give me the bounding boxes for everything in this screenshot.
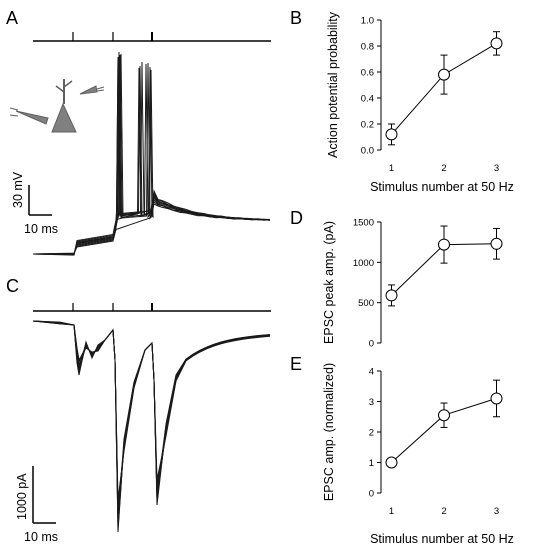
y-tick-label: 1000 [353, 258, 374, 269]
panel-label-e: E [290, 354, 302, 374]
y-tick-label: 1.0 [361, 16, 374, 27]
y-tick-label: 0.6 [361, 68, 374, 79]
panel-label-a: A [6, 8, 18, 28]
x-axis-label: Stimulus number at 50 Hz [370, 532, 514, 546]
data-point [438, 409, 450, 422]
y-tick-label: 500 [358, 298, 374, 309]
voltage-trace-7 [32, 189, 270, 256]
x-tick-label: 2 [441, 506, 446, 517]
x-axis-label: Stimulus number at 50 Hz [370, 180, 514, 194]
current-traces [32, 320, 271, 533]
chart-e: 0 1 2 3 4 1 2 3 EPSC amp. (normalized) Stimulus n… [322, 363, 514, 546]
data-point [490, 237, 503, 250]
scale-label-c-current: 1000 pA [15, 473, 29, 520]
current-trace-2 [32, 320, 271, 511]
current-trace-4 [32, 320, 271, 501]
panel-label-d: D [290, 208, 303, 228]
data-point [385, 289, 398, 302]
data-point [438, 68, 450, 81]
y-tick-label: 0 [369, 339, 374, 350]
voltage-trace-8 [32, 203, 271, 255]
y-tick-label: 4 [369, 367, 374, 378]
y-axis-label: Action potential probability [326, 11, 340, 158]
x-tick-label: 1 [389, 163, 394, 174]
data-point [385, 456, 398, 469]
y-axis-label: EPSC amp. (normalized) [322, 363, 336, 501]
neuron-schematic-icon [9, 79, 105, 133]
current-trace-1 [32, 320, 271, 525]
chart-b: 0.0 0.2 0.4 0.6 0.8 1.0 1 2 3 Action potential pr… [326, 11, 514, 194]
stimulus-bar-a [33, 32, 271, 42]
data-point [438, 238, 450, 251]
y-tick-label: 3 [369, 397, 374, 408]
y-tick-label: 0.0 [361, 146, 374, 157]
y-tick-label: 2 [369, 428, 374, 439]
y-tick-label: 1500 [353, 218, 374, 229]
y-axis-label: EPSC peak amp. (pA) [322, 221, 336, 344]
current-trace-7 [32, 320, 271, 529]
x-tick-label: 2 [441, 163, 446, 174]
y-tick-label: 0.8 [361, 42, 374, 53]
voltage-traces [32, 51, 271, 256]
x-tick-label: 3 [494, 506, 499, 517]
x-tick-label: 3 [494, 163, 499, 174]
scale-bar-c [32, 466, 56, 524]
y-tick-label: 0.2 [361, 120, 374, 131]
panel-label-c: C [6, 276, 19, 296]
data-point [490, 392, 503, 405]
x-tick-label: 1 [389, 506, 394, 517]
y-tick-label: 1 [369, 458, 374, 469]
panel-label-b: B [290, 8, 302, 28]
current-trace-5 [32, 320, 271, 519]
y-tick-label: 0 [369, 489, 374, 500]
panel-c-traces: 1000 pA 10 ms [15, 303, 271, 544]
chart-d: 0 500 1000 1500 EPSC peak amp. (pA) [322, 218, 503, 350]
stimulus-bar-c [33, 303, 271, 312]
scale-bar-a [28, 185, 52, 216]
current-trace-3 [32, 320, 271, 533]
scale-label-a-time: 10 ms [24, 222, 58, 236]
panel-a-traces: 30 mV 10 ms [9, 32, 271, 256]
current-trace-6 [32, 320, 271, 506]
data-point [385, 128, 398, 141]
scale-label-a-voltage: 30 mV [11, 171, 25, 208]
y-tick-label: 0.4 [361, 94, 374, 105]
scale-label-c-time: 10 ms [24, 530, 58, 544]
data-point [490, 37, 503, 50]
